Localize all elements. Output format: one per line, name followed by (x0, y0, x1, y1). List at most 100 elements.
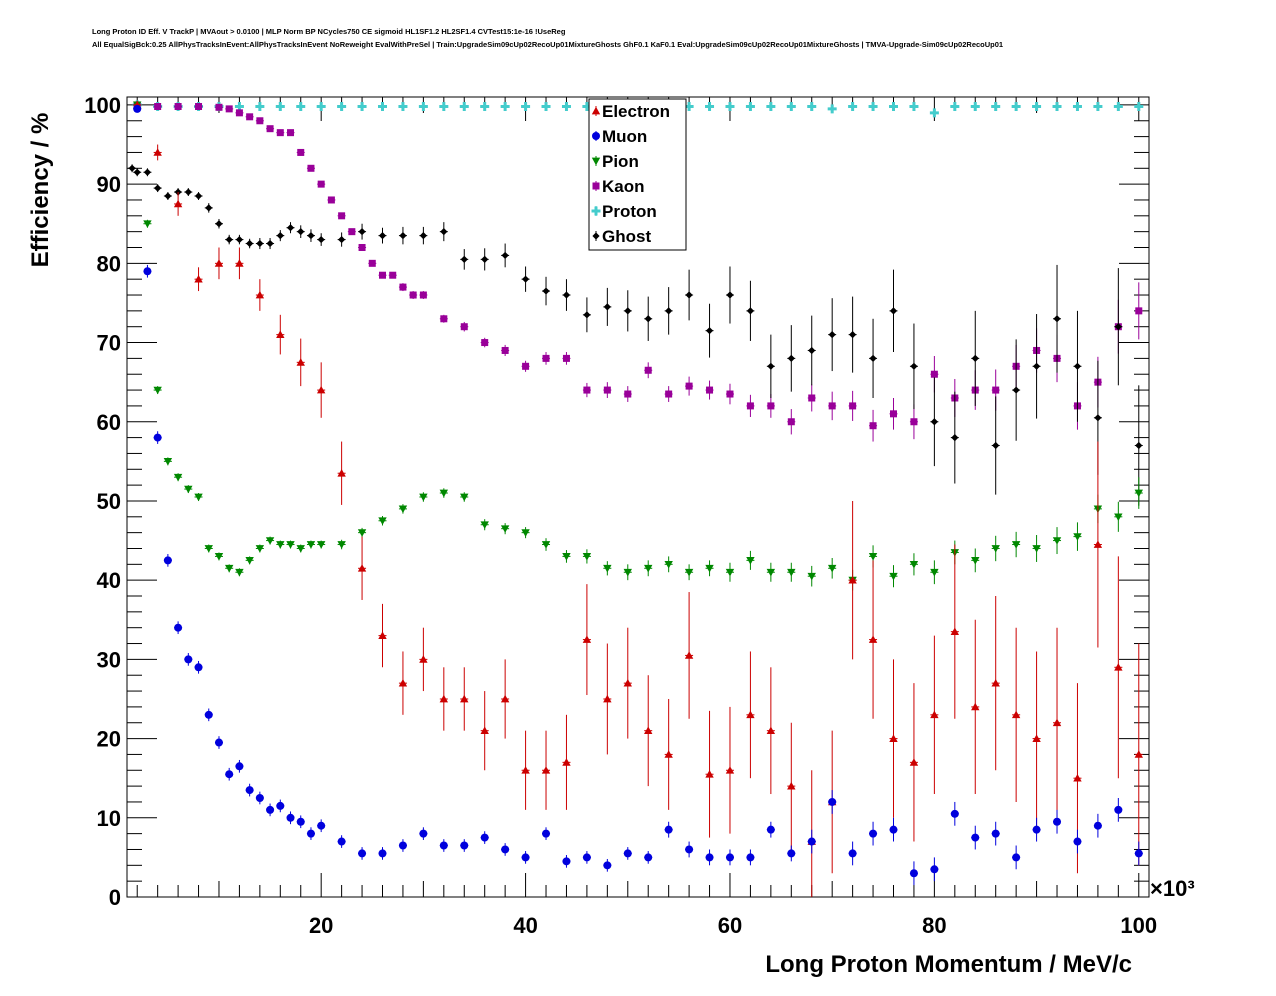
data-point (827, 564, 837, 573)
data-point (685, 382, 693, 390)
data-point (460, 255, 468, 263)
data-point (358, 228, 366, 236)
data-point (562, 291, 571, 299)
data-point (746, 402, 754, 410)
data-point (480, 833, 489, 842)
data-point (194, 274, 203, 283)
data-point (194, 663, 203, 672)
data-point (766, 568, 776, 577)
data-point (358, 849, 367, 858)
data-point (1032, 825, 1041, 834)
data-point (848, 575, 857, 584)
data-point (460, 841, 469, 850)
data-point (348, 228, 356, 236)
data-point (562, 758, 571, 766)
data-point (419, 291, 427, 299)
data-point (419, 829, 428, 838)
data-point (265, 537, 275, 545)
data-point (307, 232, 315, 240)
data-point (255, 102, 265, 112)
data-point (1072, 102, 1082, 112)
data-point (827, 104, 837, 114)
data-point (357, 102, 367, 112)
data-point (286, 541, 295, 549)
legend-label-muon: Muon (602, 127, 647, 146)
x-axis-multiplier: ×10³ (1150, 876, 1195, 901)
data-point (665, 307, 673, 315)
legend-box (588, 98, 687, 251)
data-point (623, 849, 632, 858)
data-point (685, 291, 693, 299)
data-point (869, 829, 878, 838)
y-tick-label: 20 (97, 727, 121, 752)
x-tick-label: 100 (1120, 913, 1157, 938)
data-point (1052, 718, 1062, 727)
data-point (296, 102, 306, 112)
data-point (337, 541, 346, 549)
data-point (705, 564, 714, 573)
data-point (327, 196, 335, 204)
data-point (460, 323, 468, 331)
data-point (521, 853, 530, 862)
data-point (276, 801, 285, 810)
data-point (1114, 663, 1123, 671)
data-point (869, 422, 877, 430)
data-point (603, 303, 611, 311)
data-point (297, 228, 305, 236)
data-point (256, 239, 264, 248)
data-point (828, 402, 836, 410)
data-point (399, 232, 407, 240)
y-tick-label: 60 (97, 410, 121, 435)
x-axis-label: Long Proton Momentum / MeV/c (765, 951, 1132, 978)
data-point (317, 180, 325, 188)
data-point (869, 354, 877, 362)
data-point (286, 813, 295, 822)
data-point (439, 102, 449, 112)
data-point (828, 797, 837, 806)
data-point (440, 228, 448, 236)
data-point (929, 108, 939, 118)
data-point (234, 102, 244, 112)
data-point (255, 290, 265, 299)
data-point (439, 694, 449, 703)
data-point (214, 259, 224, 267)
data-point (214, 553, 224, 561)
data-point (787, 849, 796, 858)
data-point (245, 557, 254, 565)
data-point (705, 102, 715, 112)
data-point (706, 386, 714, 394)
data-point (501, 845, 510, 854)
data-point (337, 469, 346, 477)
data-point (1073, 533, 1082, 541)
data-point (746, 853, 755, 862)
data-point (398, 102, 408, 112)
data-point (1134, 489, 1143, 498)
data-point (1073, 773, 1082, 782)
data-point (389, 271, 397, 279)
data-point (398, 505, 408, 514)
data-point (889, 307, 898, 315)
data-point (561, 102, 571, 112)
data-point (1011, 541, 1021, 549)
data-point (541, 102, 551, 112)
data-point (194, 192, 203, 200)
legend-label-electron: Electron (602, 102, 670, 121)
data-point (1114, 513, 1123, 522)
data-point (766, 726, 776, 735)
x-tick-label: 20 (309, 913, 333, 938)
data-point (358, 243, 366, 251)
data-point (133, 104, 142, 113)
data-point (1032, 362, 1041, 370)
legend-label-ghost: Ghost (602, 227, 651, 246)
data-point (225, 235, 233, 244)
data-point (521, 766, 530, 774)
data-point (460, 694, 469, 703)
data-point (1073, 837, 1082, 846)
data-point (307, 164, 315, 172)
data-point (991, 829, 1000, 838)
data-point (664, 750, 673, 758)
legend-marker-proton (591, 206, 601, 216)
data-point (153, 386, 162, 395)
data-point (215, 220, 223, 228)
data-point (266, 805, 275, 814)
